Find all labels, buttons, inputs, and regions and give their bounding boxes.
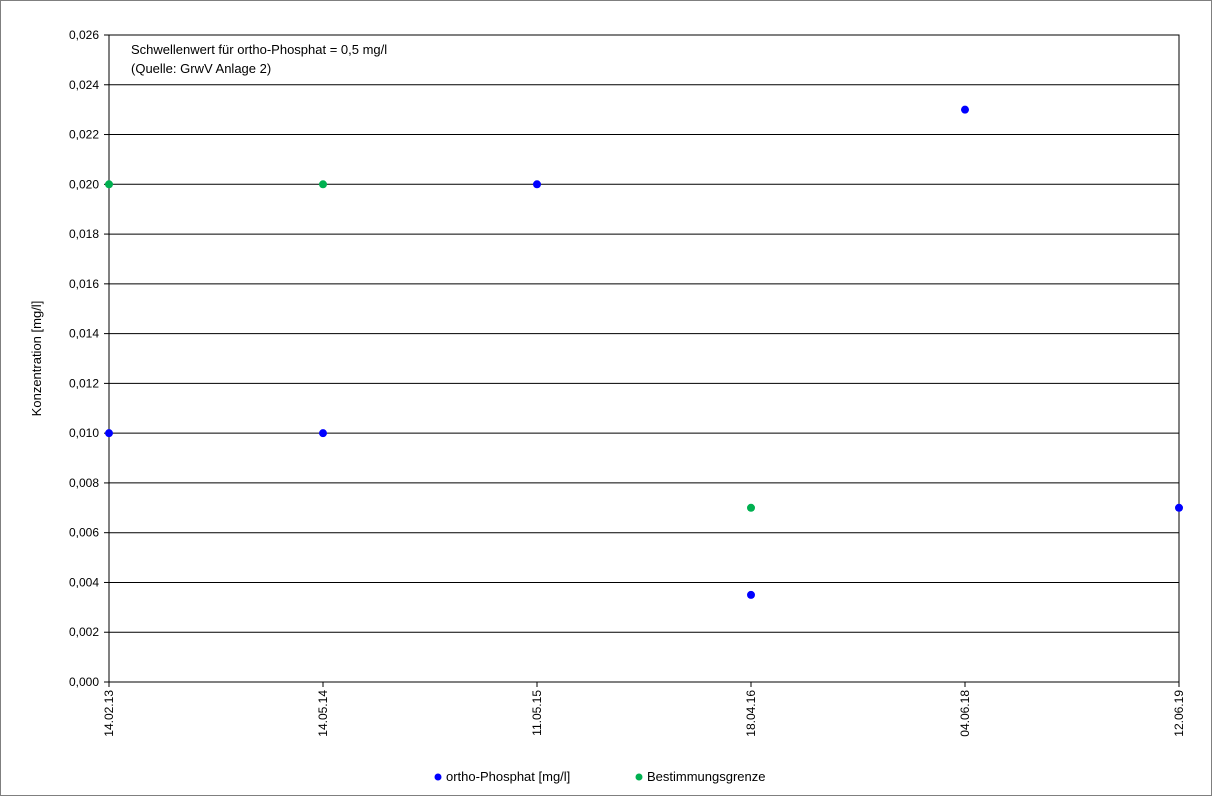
point-ortho-phosphat [961,105,969,114]
y-tick-label: 0,024 [69,78,99,92]
y-tick-label: 0,022 [69,128,99,142]
y-axis-ticks: 0,000 0,002 0,004 0,006 0,008 0,010 0,012 0,014… [69,28,109,689]
x-tick-label: 14.02.13 [102,690,116,737]
y-tick-label: 0,010 [69,426,99,440]
y-tick-label: 0,006 [69,526,99,540]
legend-label-ortho-phosphat: ortho-Phosphat [mg/l] [446,769,570,784]
y-tick-label: 0,002 [69,625,99,639]
x-tick-label: 04.06.18 [958,690,972,737]
point-ortho-phosphat [319,429,327,438]
y-tick-label: 0,012 [69,376,99,390]
y-tick-label: 0,000 [69,675,99,689]
data-points [105,105,1183,599]
x-tick-label: 14.05.14 [316,690,330,737]
y-tick-label: 0,004 [69,575,99,589]
y-tick-label: 0,018 [69,227,99,241]
legend: ortho-Phosphat [mg/l] Bestimmungsgrenze [434,769,766,784]
x-tick-label: 11.05.15 [530,690,544,736]
threshold-annotation: Schwellenwert für ortho-Phosphat = 0,5 m… [131,42,387,76]
point-ortho-phosphat [105,429,113,438]
point-ortho-phosphat [1175,503,1183,512]
point-bestimmungsgrenze [319,180,327,189]
point-ortho-phosphat [747,590,755,599]
plot-area-border [108,34,1180,683]
y-tick-label: 0,008 [69,476,99,490]
annotation-line-1: Schwellenwert für ortho-Phosphat = 0,5 m… [131,42,387,57]
x-tick-label: 12.06.19 [1172,690,1186,737]
y-tick-label: 0,020 [69,177,99,191]
gridlines [109,34,1179,683]
point-bestimmungsgrenze [747,503,755,512]
point-ortho-phosphat [533,180,541,189]
y-tick-label: 0,026 [69,28,99,42]
y-tick-label: 0,014 [69,327,99,341]
y-tick-label: 0,016 [69,277,99,291]
x-axis-ticks: 14.02.13 14.05.14 11.05.15 18.04.16 04.06.18… [102,682,1186,737]
legend-marker-ortho-phosphat [434,773,442,781]
y-axis-label: Konzentration [mg/l] [29,301,44,417]
x-tick-label: 18.04.16 [744,690,758,737]
legend-marker-bestimmungsgrenze [635,773,643,781]
annotation-line-2: (Quelle: GrwV Anlage 2) [131,61,271,76]
legend-label-bestimmungsgrenze: Bestimmungsgrenze [647,769,766,784]
point-bestimmungsgrenze [105,180,113,189]
